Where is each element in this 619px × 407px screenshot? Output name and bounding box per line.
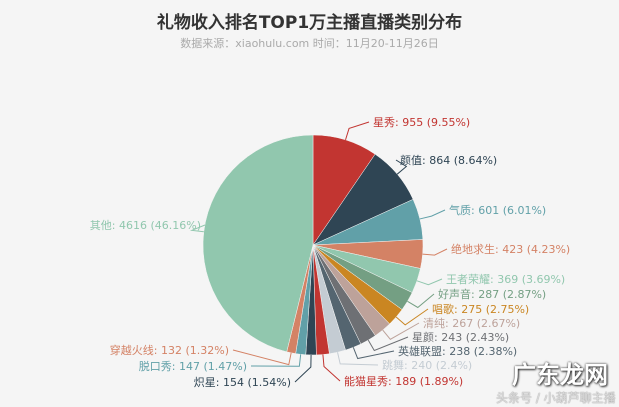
slice-label: 星颜: 243 (2.43%)	[412, 331, 509, 344]
slice-label: 能猫星秀: 189 (1.89%)	[344, 374, 463, 388]
leader-line	[395, 159, 408, 175]
leader-line	[419, 209, 446, 220]
slice-label: 炽星: 154 (1.54%)	[194, 376, 291, 389]
watermark-logo: 广东龙网	[512, 361, 608, 389]
slice-label: 唱歌: 275 (2.75%)	[432, 302, 529, 316]
slice-label: 星秀: 955 (9.55%)	[373, 116, 470, 129]
slice-label: 颜值: 864 (8.64%)	[400, 154, 497, 167]
slice-label: 气质: 601 (6.01%)	[449, 203, 546, 217]
chart-title: 礼物收入排名TOP1万主播直播类别分布	[156, 13, 463, 33]
slice-label: 绝地求生: 423 (4.23%)	[451, 242, 570, 256]
slice-label: 好声音: 287 (2.87%)	[438, 287, 546, 301]
watermark-credit: 头条号 / 小葫芦聊主播	[496, 391, 616, 405]
leader-line	[294, 354, 312, 383]
slice-label: 穿越火线: 132 (1.32%)	[110, 343, 229, 357]
slice-label: 清纯: 267 (2.67%)	[423, 317, 520, 330]
leader-line	[416, 278, 443, 286]
leader-line	[367, 336, 409, 352]
leader-line	[189, 224, 206, 233]
leader-line	[337, 352, 379, 366]
slice-label: 其他: 4616 (46.16%)	[90, 219, 201, 232]
leader-line	[322, 354, 341, 382]
leader-line	[352, 347, 395, 360]
slice-label: 王者荣耀: 369 (3.69%)	[446, 273, 565, 286]
leader-line	[407, 293, 435, 309]
slice-label: 英雄联盟: 238 (2.38%)	[398, 344, 517, 358]
leader-line	[422, 248, 448, 256]
leader-line	[250, 354, 302, 367]
leader-line	[395, 308, 429, 326]
leader-line	[232, 349, 292, 366]
chart-subtitle: 数据来源：xiaohulu.com 时间：11月20-11月26日	[180, 37, 439, 50]
leader-line	[345, 121, 370, 141]
leader-line	[382, 322, 420, 341]
slice-label: 脱口秀: 147 (1.47%)	[139, 359, 247, 373]
pie-slice[interactable]	[202, 134, 314, 353]
slice-label: 跳舞: 240 (2.4%)	[382, 358, 472, 372]
